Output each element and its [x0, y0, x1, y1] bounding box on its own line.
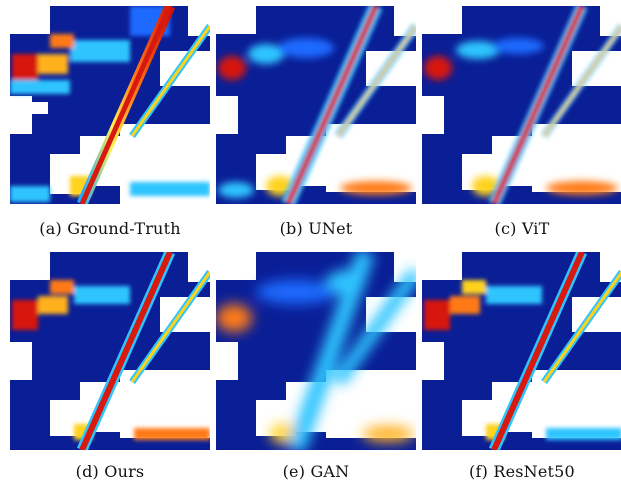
caption-c: (c) ViT — [494, 219, 550, 238]
caption-e: (e) GAN — [282, 462, 350, 481]
caption-d: (d) Ours — [75, 462, 145, 481]
panel-b — [216, 6, 416, 204]
heatmap-image-vit — [422, 6, 621, 204]
panel-f — [422, 252, 621, 450]
caption-b: (b) UNet — [279, 219, 353, 238]
heatmap-image-ours — [10, 252, 210, 450]
heatmap-image-gan — [216, 252, 416, 450]
heatmap-image-ground-truth — [10, 6, 210, 204]
panel-e — [216, 252, 416, 450]
caption-a: (a) Ground-Truth — [39, 219, 181, 238]
heatmap-image-unet — [216, 6, 416, 204]
panel-a — [10, 6, 210, 204]
caption-f: (f) ResNet50 — [469, 462, 575, 481]
panel-c — [422, 6, 621, 204]
panel-d — [10, 252, 210, 450]
heatmap-image-resnet50 — [422, 252, 621, 450]
